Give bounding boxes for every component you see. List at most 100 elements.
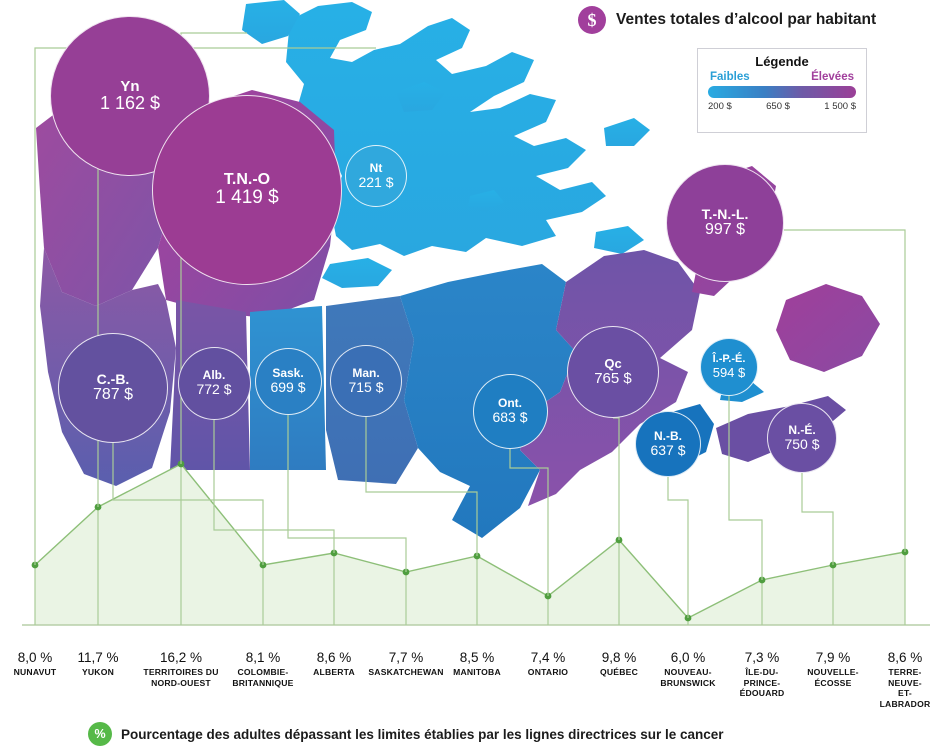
- axis-column-8: 9,8 % QUÉBEC: [600, 650, 638, 678]
- axis-province-name: MANITOBA: [453, 667, 501, 678]
- axis-province-name: QUÉBEC: [600, 667, 638, 678]
- axis-province-name-line: ÉCOSSE: [814, 677, 852, 688]
- bubble-ont[interactable]: Ont. 683 $: [472, 373, 548, 449]
- legend-low-label: Faibles: [710, 71, 750, 83]
- bubble-value: 637 $: [650, 441, 686, 458]
- axis-province-name: NUNAVUT: [14, 667, 57, 678]
- bubble-p[interactable]: Î.-P.-É. 594 $: [700, 338, 758, 396]
- bubble-abbr: T.-N.-L.: [701, 206, 749, 223]
- legend-tick-max: 1 500 $: [824, 101, 856, 112]
- axis-percentage: 8,0 %: [17, 650, 53, 665]
- axis-percentage: 7,4 %: [530, 650, 566, 665]
- legend-high-label: Élevées: [811, 71, 854, 83]
- axis-province-name-line: TERRE-NEUVE-: [888, 667, 922, 688]
- bubble-value: 699 $: [270, 378, 306, 395]
- bubble-abbr: N.-B.: [654, 429, 682, 444]
- bubble-abbr: T.N.-O: [223, 170, 271, 188]
- axis-province-name-line: BRITANNIQUE: [232, 677, 294, 688]
- legend-gradient-bar: [708, 86, 856, 98]
- axis-province-name: YUKON: [77, 667, 118, 678]
- axis-column-0: 8,0 % NUNAVUT: [14, 650, 57, 678]
- axis-percentage: 7,3 %: [744, 650, 780, 665]
- axis-column-4: 8,6 % ALBERTA: [313, 650, 355, 678]
- axis-column-2: 16,2 % TERRITOIRES DU NORD-OUEST: [143, 650, 218, 688]
- bubble-value: 772 $: [196, 380, 232, 397]
- axis-province-name-line: ONTARIO: [527, 667, 569, 677]
- bubble-value: 765 $: [594, 369, 632, 387]
- footer: % Pourcentage des adultes dépassant les …: [88, 722, 724, 746]
- axis-province-name-line: PRINCE-: [743, 677, 781, 688]
- axis-percentage: 8,6 %: [887, 650, 923, 665]
- axis-percentage: 6,0 %: [670, 650, 706, 665]
- bubble-nt[interactable]: Nt 221 $: [345, 145, 407, 207]
- bubble-abbr: Qc: [604, 356, 622, 372]
- axis-province-name-line: BRUNSWICK: [660, 677, 716, 688]
- bubble-cb[interactable]: C.-B. 787 $: [58, 333, 168, 443]
- footer-title: Pourcentage des adultes dépassant les li…: [121, 726, 724, 742]
- legend-title: Légende: [755, 54, 809, 69]
- bubble-tnl[interactable]: T.-N.-L. 997 $: [666, 164, 784, 282]
- bubble-sask[interactable]: Sask. 699 $: [254, 347, 322, 415]
- axis-province-name: TERRITOIRES DU NORD-OUEST: [143, 667, 218, 688]
- area-fill: [35, 464, 905, 625]
- bubble-abbr: Yn: [120, 77, 140, 95]
- bubble-abbr: Man.: [352, 366, 380, 381]
- axis-province-name: ONTARIO: [528, 667, 568, 678]
- axis-province-name-line: ALBERTA: [313, 667, 355, 677]
- axis-province-name-line: NORD-OUEST: [151, 677, 211, 688]
- chart-gridlines: [34, 464, 906, 625]
- bubble-nb[interactable]: N.-B. 637 $: [635, 411, 701, 477]
- axis-province-name: ÎLE-DU- PRINCE- ÉDOUARD: [740, 667, 785, 699]
- axis-column-7: 7,4 % ONTARIO: [528, 650, 568, 678]
- axis-province-name: TERRE-NEUVE- ET-LABRADOR: [880, 667, 931, 710]
- axis-province-name-line: COLOMBIE-: [237, 667, 289, 677]
- bubble-abbr: N.-É.: [788, 423, 816, 438]
- axis-percentage: 11,7 %: [77, 650, 119, 665]
- axis-column-11: 7,9 % NOUVELLE- ÉCOSSE: [807, 650, 858, 688]
- bubble-abbr: Alb.: [202, 368, 226, 383]
- bubble-value: 683 $: [492, 408, 528, 425]
- axis-percentage: 8,5 %: [459, 650, 495, 665]
- axis-column-1: 11,7 % YUKON: [77, 650, 118, 678]
- axis-province-name-line: ÎLE-DU-: [745, 667, 779, 677]
- axis-percentage: 7,7 %: [388, 650, 424, 665]
- axis-province-name-line: TERRITOIRES DU: [143, 667, 219, 677]
- bubble-value: 997 $: [704, 220, 746, 238]
- axis-percentage: 8,1 %: [245, 650, 281, 665]
- axis-province-name: COLOMBIE- BRITANNIQUE: [232, 667, 293, 688]
- legend-tick-labels: 200 $ 650 $ 1 500 $: [708, 101, 856, 112]
- percent-badge-icon: %: [88, 722, 112, 746]
- bubble-alb[interactable]: Alb. 772 $: [177, 346, 251, 420]
- bubble-value: 787 $: [92, 385, 134, 403]
- bubble-abbr: Sask.: [272, 366, 304, 381]
- legend-panel: Légende Faibles Élevées 200 $ 650 $ 1 50…: [697, 48, 867, 133]
- legend-tick-mid: 650 $: [766, 101, 790, 112]
- axis-column-12: 8,6 % TERRE-NEUVE- ET-LABRADOR: [880, 650, 931, 710]
- bubble-man[interactable]: Man. 715 $: [330, 345, 402, 417]
- axis-percentage: 16,2 %: [159, 650, 203, 665]
- axis-province-name-line: NOUVELLE-: [807, 667, 859, 677]
- bubble-tno[interactable]: T.N.-O 1 419 $: [152, 95, 342, 285]
- axis-column-6: 8,5 % MANITOBA: [453, 650, 501, 678]
- axis-column-9: 6,0 % NOUVEAU- BRUNSWICK: [660, 650, 715, 688]
- bubble-qc[interactable]: Qc 765 $: [567, 326, 659, 418]
- bubble-value: 715 $: [348, 378, 384, 395]
- header-title: Ventes totales d’alcool par habitant: [616, 11, 877, 28]
- bubble-value: 221 $: [358, 173, 394, 190]
- bubble-abbr: C.-B.: [96, 371, 130, 388]
- bubble-n[interactable]: N.-É. 750 $: [767, 403, 837, 473]
- dollar-badge-icon: $: [578, 6, 606, 34]
- bubble-abbr: Ont.: [498, 396, 522, 411]
- bubble-value: 1 162 $: [99, 93, 161, 114]
- legend-endpoint-labels: Faibles Élevées: [708, 71, 856, 83]
- axis-province-name-line: YUKON: [81, 667, 115, 677]
- axis-province-name-line: QUÉBEC: [600, 667, 638, 677]
- bubble-value: 750 $: [784, 435, 820, 452]
- axis-column-3: 8,1 % COLOMBIE- BRITANNIQUE: [232, 650, 293, 688]
- bubble-abbr: Nt: [369, 161, 383, 176]
- bubble-value: 594 $: [712, 364, 746, 380]
- axis-column-10: 7,3 % ÎLE-DU- PRINCE- ÉDOUARD: [740, 650, 785, 699]
- axis-percentage: 9,8 %: [601, 650, 637, 665]
- bubble-value: 1 419 $: [215, 187, 279, 209]
